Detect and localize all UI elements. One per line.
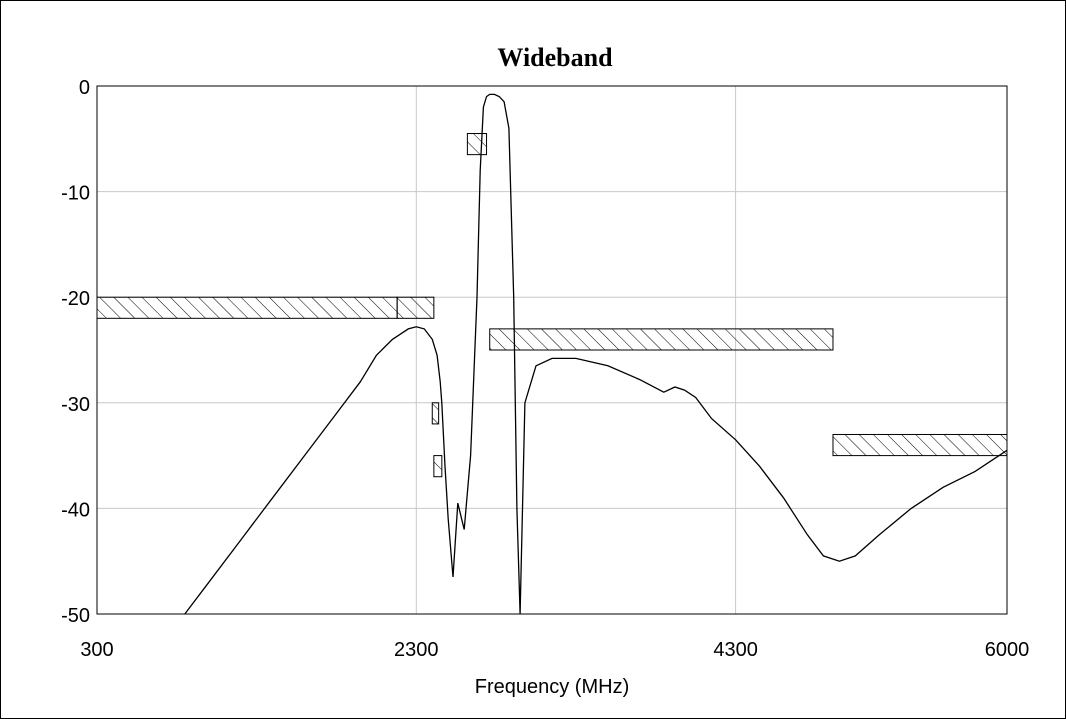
mask-layer [96, 133, 1008, 478]
y-tick-labels: 0 -10 -20 -30 -40 -50 [61, 77, 90, 627]
y-tick-label: -50 [61, 605, 90, 627]
curve-layer [184, 93, 1008, 615]
spec-mask-region [96, 296, 398, 319]
spec-mask-region [489, 328, 834, 351]
x-tick-label: 6000 [985, 639, 1030, 661]
plot-area-border [96, 85, 1008, 615]
y-tick-label: -40 [61, 499, 90, 521]
x-tick-label: 2300 [394, 639, 439, 661]
x-tick-label: 4300 [713, 639, 758, 661]
spec-mask-region [466, 133, 488, 156]
y-tick-label: 0 [79, 77, 90, 99]
x-tick-labels: 300 2300 4300 6000 [80, 639, 1029, 661]
y-tick-label: -20 [61, 288, 90, 310]
y-tick-label: -30 [61, 394, 90, 416]
spec-mask-region [832, 433, 1008, 457]
y-tick-label: -10 [61, 183, 90, 205]
chart-title: Wideband [497, 43, 613, 72]
spec-mask-region [396, 296, 435, 319]
grid-layer [97, 86, 1007, 614]
response-curve [184, 93, 1008, 615]
x-axis-title: Frequency (MHz) [475, 676, 629, 698]
x-tick-label: 300 [80, 639, 113, 661]
spec-mask-region [433, 455, 443, 478]
spec-mask-region [431, 402, 440, 425]
